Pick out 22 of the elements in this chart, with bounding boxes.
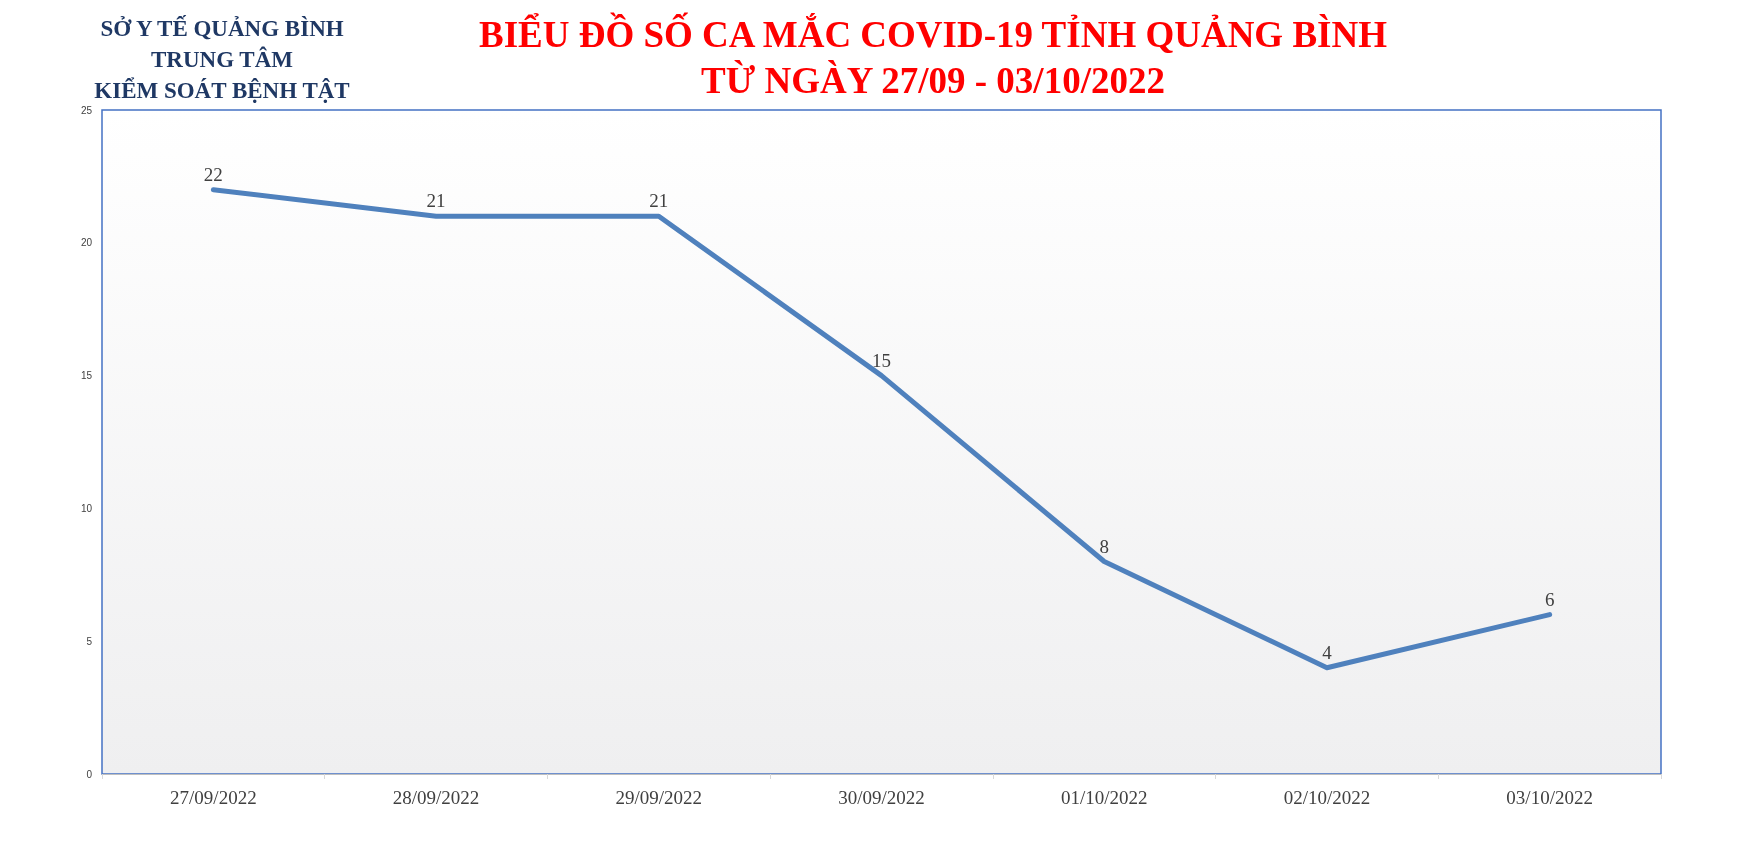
y-tick-label: 0 xyxy=(86,768,93,780)
y-tick-label: 25 xyxy=(80,104,93,116)
data-label: 8 xyxy=(1099,535,1109,557)
x-tick-label: 27/09/2022 xyxy=(170,787,257,808)
data-label: 21 xyxy=(649,190,669,212)
x-tick-label: 28/09/2022 xyxy=(392,787,480,808)
data-label: 6 xyxy=(1544,588,1555,610)
y-tick-label: 5 xyxy=(86,635,93,647)
x-tick-label: 01/10/2022 xyxy=(1060,787,1148,808)
x-tick-label: 29/09/2022 xyxy=(615,787,703,808)
data-label: 22 xyxy=(203,163,223,185)
x-tick-label: 02/10/2022 xyxy=(1283,787,1371,808)
text: SỞ Y TẾ QUẢNG BÌNH TRUNG TÂM KIỂM SOÁT BỆNH TẬT xyxy=(94,15,350,103)
x-tick-label: 03/10/2022 xyxy=(1506,787,1593,808)
data-label: 15 xyxy=(872,349,891,371)
y-tick-label: 20 xyxy=(80,237,93,249)
y-tick-label: 10 xyxy=(80,502,93,514)
y-tick-label: 15 xyxy=(80,370,93,382)
x-tick-label: 30/09/2022 xyxy=(838,787,925,808)
chart-title: BIỂU ĐỒ SỐ CA MẮC COVID-19 TỈNH QUẢNG BÌNH TỪ NGÀY 27/09 - 03/10/2022 xyxy=(479,11,1388,101)
data-label: 4 xyxy=(1322,641,1333,663)
data-label: 21 xyxy=(426,190,446,212)
